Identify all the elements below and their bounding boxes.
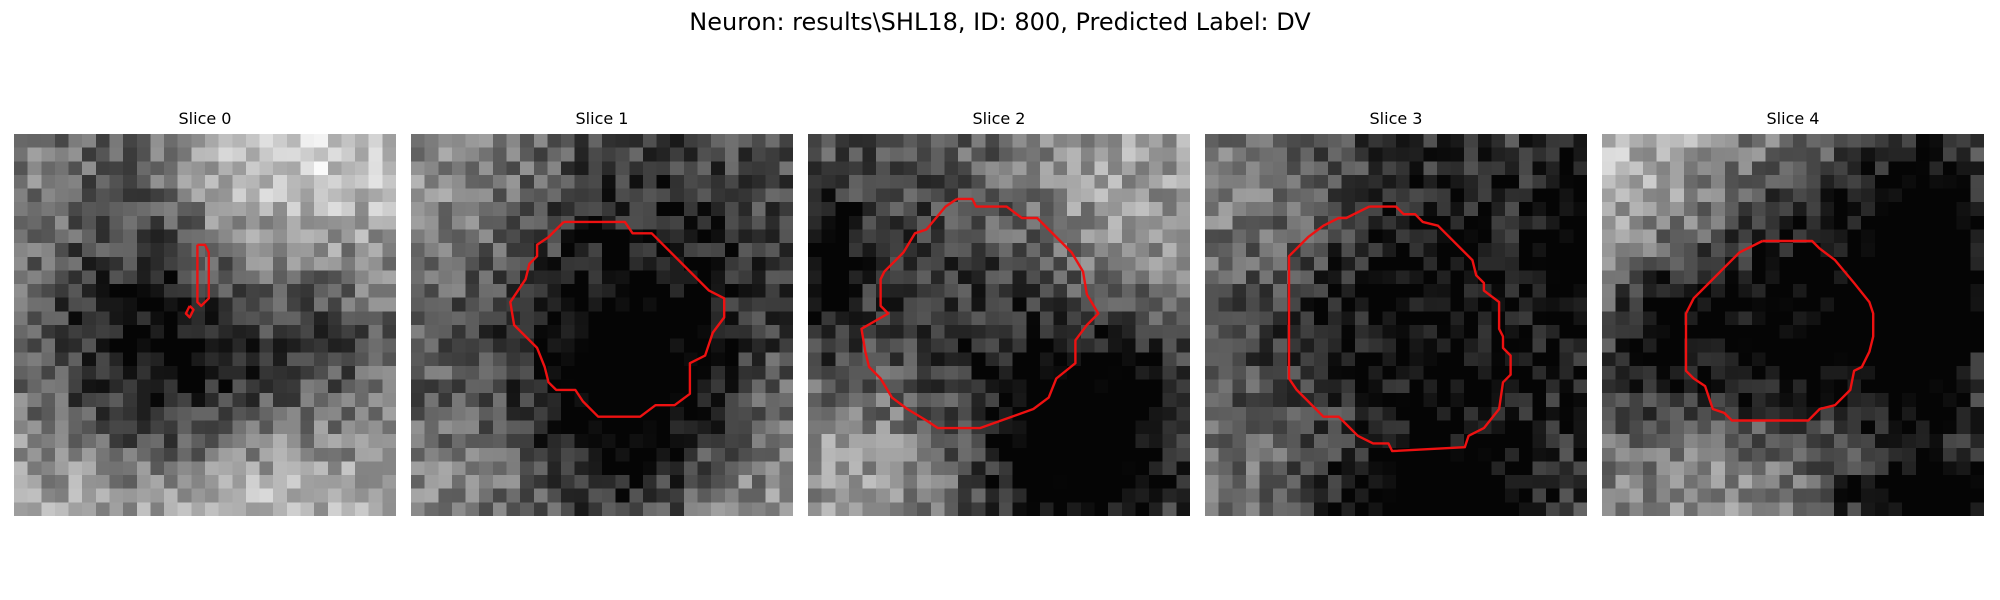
slice-panel: Slice 3	[1205, 108, 1587, 516]
roi-contour	[1684, 239, 1875, 422]
slice-panel: Slice 1	[411, 108, 793, 516]
slice-title: Slice 2	[972, 109, 1026, 128]
pixel-grid	[808, 134, 1190, 516]
slice-panel: Slice 4	[1602, 108, 1984, 516]
figure-title: Neuron: results\SHL18, ID: 800, Predicte…	[689, 8, 1311, 36]
slice-title: Slice 3	[1369, 109, 1423, 128]
roi-contour	[509, 220, 726, 418]
slice-image	[1205, 134, 1587, 516]
slice-image	[808, 134, 1190, 516]
slice-panel: Slice 2	[808, 108, 1190, 516]
roi-contour	[196, 243, 211, 308]
slice-image	[14, 134, 396, 516]
roi-contour	[1287, 205, 1512, 453]
slice-title: Slice 4	[1766, 109, 1820, 128]
pixel-grid	[411, 134, 793, 516]
slice-title: Slice 0	[178, 109, 232, 128]
slice-panel: Slice 0	[14, 108, 396, 516]
roi-contour	[860, 197, 1100, 430]
pixel-grid	[14, 134, 396, 516]
roi-contour	[184, 305, 195, 319]
pixel-grid	[1602, 134, 1984, 516]
slice-image	[1602, 134, 1984, 516]
slice-title: Slice 1	[575, 109, 629, 128]
pixel-grid	[1205, 134, 1587, 516]
slice-image	[411, 134, 793, 516]
